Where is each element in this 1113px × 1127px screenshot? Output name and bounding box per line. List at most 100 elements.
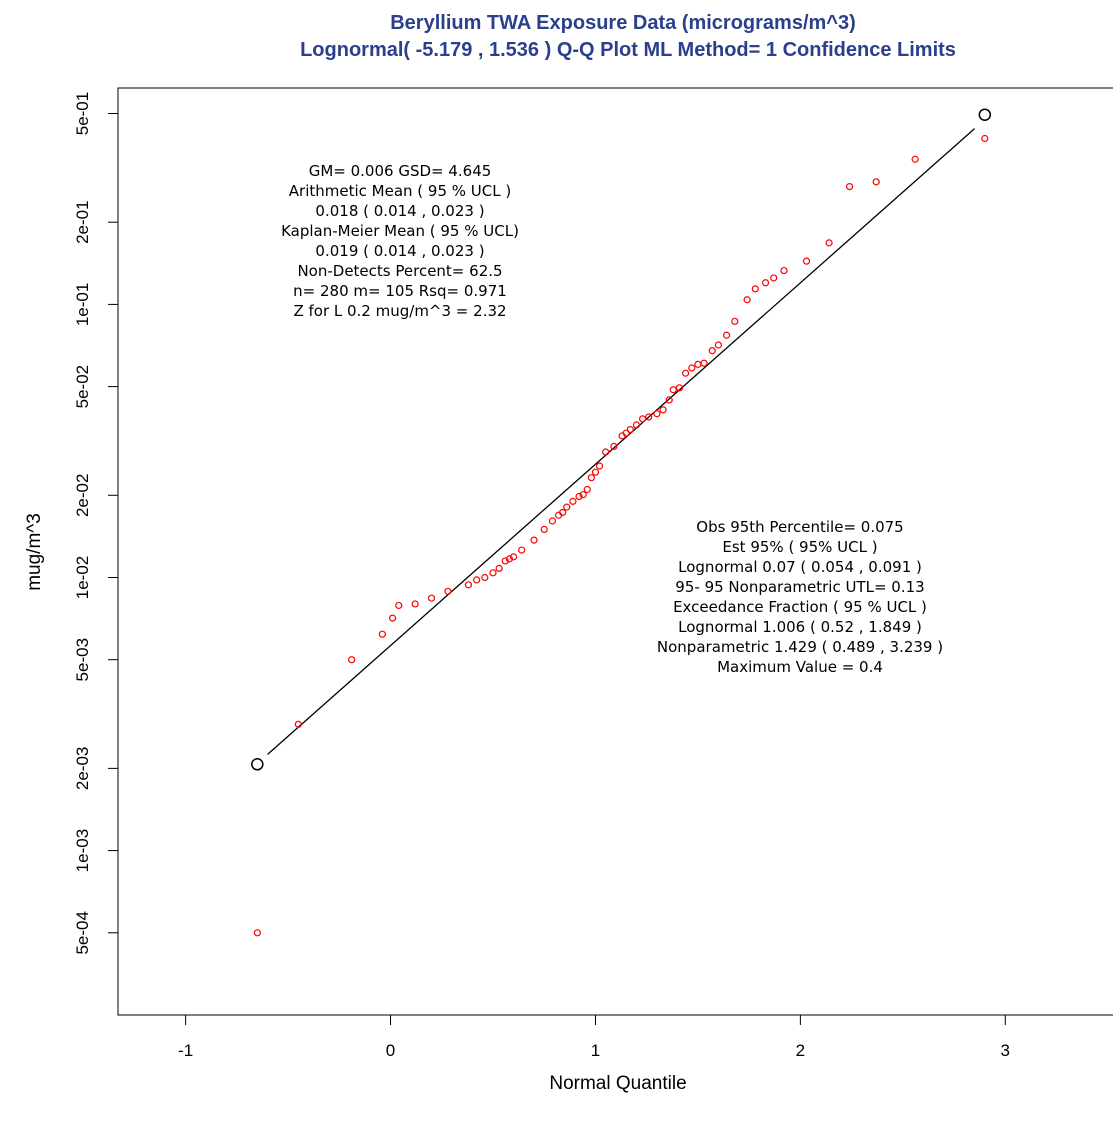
y-tick-label: 1e-03 [73,829,92,872]
data-point [569,497,577,505]
fit-line-layer [267,128,975,755]
data-point [505,555,513,563]
x-axis-label: Normal Quantile [549,1073,686,1094]
annotation-line: Lognormal 0.07 ( 0.054 , 0.091 ) [678,558,922,576]
data-point [411,600,419,608]
data-point [638,415,647,423]
data-point [591,468,600,476]
data-points [253,134,989,937]
annotation-line: Z for L 0.2 mug/m^3 = 2.32 [293,302,506,320]
data-point [761,279,770,287]
data-point [911,155,919,163]
data-point [688,364,696,372]
data-point [872,178,880,186]
data-point [659,406,667,414]
x-tick-label: 2 [796,1041,805,1060]
data-point [540,525,548,533]
y-tick-label: 5e-04 [73,911,92,954]
data-point [682,369,690,377]
data-point [575,492,583,501]
data-point [669,386,677,394]
annotation-line: Est 95% ( 95% UCL ) [722,538,877,556]
data-point [495,564,503,572]
annotation-line: 95- 95 Nonparametric UTL= 0.13 [675,578,924,596]
data-point [825,239,833,247]
data-point [780,266,788,275]
confidence-limit-marker [251,758,264,771]
data-point [700,359,708,367]
data-point [501,557,509,565]
annotation-line: Nonparametric 1.429 ( 0.489 , 3.239 ) [657,638,943,656]
data-point [622,429,630,437]
annotation-line: 0.018 ( 0.014 , 0.023 ) [315,202,484,220]
data-point [694,360,702,368]
y-tick-label: 5e-03 [73,638,92,681]
confidence-markers [251,108,992,771]
data-point [751,285,759,293]
data-point [548,517,557,525]
x-tick-label: 0 [386,1041,395,1060]
plot-frame [117,87,1113,1016]
y-tick-label: 2e-03 [73,747,92,790]
chart-subtitle: Lognormal( -5.179 , 1.536 ) Q-Q Plot ML … [300,39,956,61]
x-tick-label: 3 [1001,1041,1010,1060]
data-point [653,410,661,418]
data-point [473,576,481,584]
percentile-statistics: Obs 95th Percentile= 0.075 Est 95% ( 95% … [657,518,943,676]
x-axis: -1 0 1 2 3 [178,1015,1010,1060]
annotation-line: Obs 95th Percentile= 0.075 [696,518,903,536]
y-tick-label: 2e-02 [73,474,92,517]
data-point [632,421,641,429]
data-point [595,462,604,470]
y-tick-label: 1e-01 [73,283,92,326]
annotation-line: Exceedance Fraction ( 95 % UCL ) [673,598,927,616]
annotation-line: GM= 0.006 GSD= 4.645 [309,162,492,180]
data-point [610,442,618,451]
annotation-line: Non-Detects Percent= 62.5 [297,262,502,280]
data-point [675,384,684,392]
data-point [981,134,989,143]
data-point [444,587,452,595]
data-point [563,503,571,511]
data-point [489,569,497,577]
data-point [294,720,302,728]
y-tick-label: 1e-02 [73,556,92,599]
data-point [378,630,386,638]
data-point [518,546,526,554]
y-tick-label: 5e-02 [73,365,92,408]
data-point [645,413,653,421]
data-point [723,331,731,339]
data-point [626,425,634,434]
y-tick-label: 5e-01 [73,92,92,135]
data-point [731,317,739,325]
data-point [583,485,591,494]
chart-title: Beryllium TWA Exposure Data (micrograms/… [390,12,856,34]
y-tick-label: 2e-01 [73,200,92,243]
annotation-line: Lognormal 1.006 ( 0.52 , 1.849 ) [678,618,922,636]
data-point [743,296,751,304]
annotation-line: n= 280 m= 105 Rsq= 0.971 [293,282,507,300]
y-axis-label: mug/m^3 [24,513,45,591]
data-point [395,601,403,610]
data-point [559,508,567,517]
data-point [602,448,610,456]
x-tick-label: -1 [178,1041,193,1060]
data-point [714,341,723,349]
data-point [579,491,587,499]
data-point [253,929,261,937]
data-point [665,396,673,404]
annotation-line: Kaplan-Meier Mean ( 95 % UCL) [281,222,519,240]
confidence-limit-marker [978,108,992,121]
annotation-line: 0.019 ( 0.014 , 0.023 ) [315,242,484,260]
annotation-line: Arithmetic Mean ( 95 % UCL ) [289,182,511,200]
data-point [802,257,811,265]
fit-line [267,128,975,755]
y-axis: 5e-04 1e-03 2e-03 5e-03 1e-02 2e-02 5e-02 1e-01… [73,92,118,955]
x-tick-label: 1 [591,1041,600,1060]
data-point [427,594,436,602]
annotation-line: Maximum Value = 0.4 [717,658,883,676]
data-point [388,614,397,622]
data-point [708,347,716,355]
data-point [481,573,489,582]
